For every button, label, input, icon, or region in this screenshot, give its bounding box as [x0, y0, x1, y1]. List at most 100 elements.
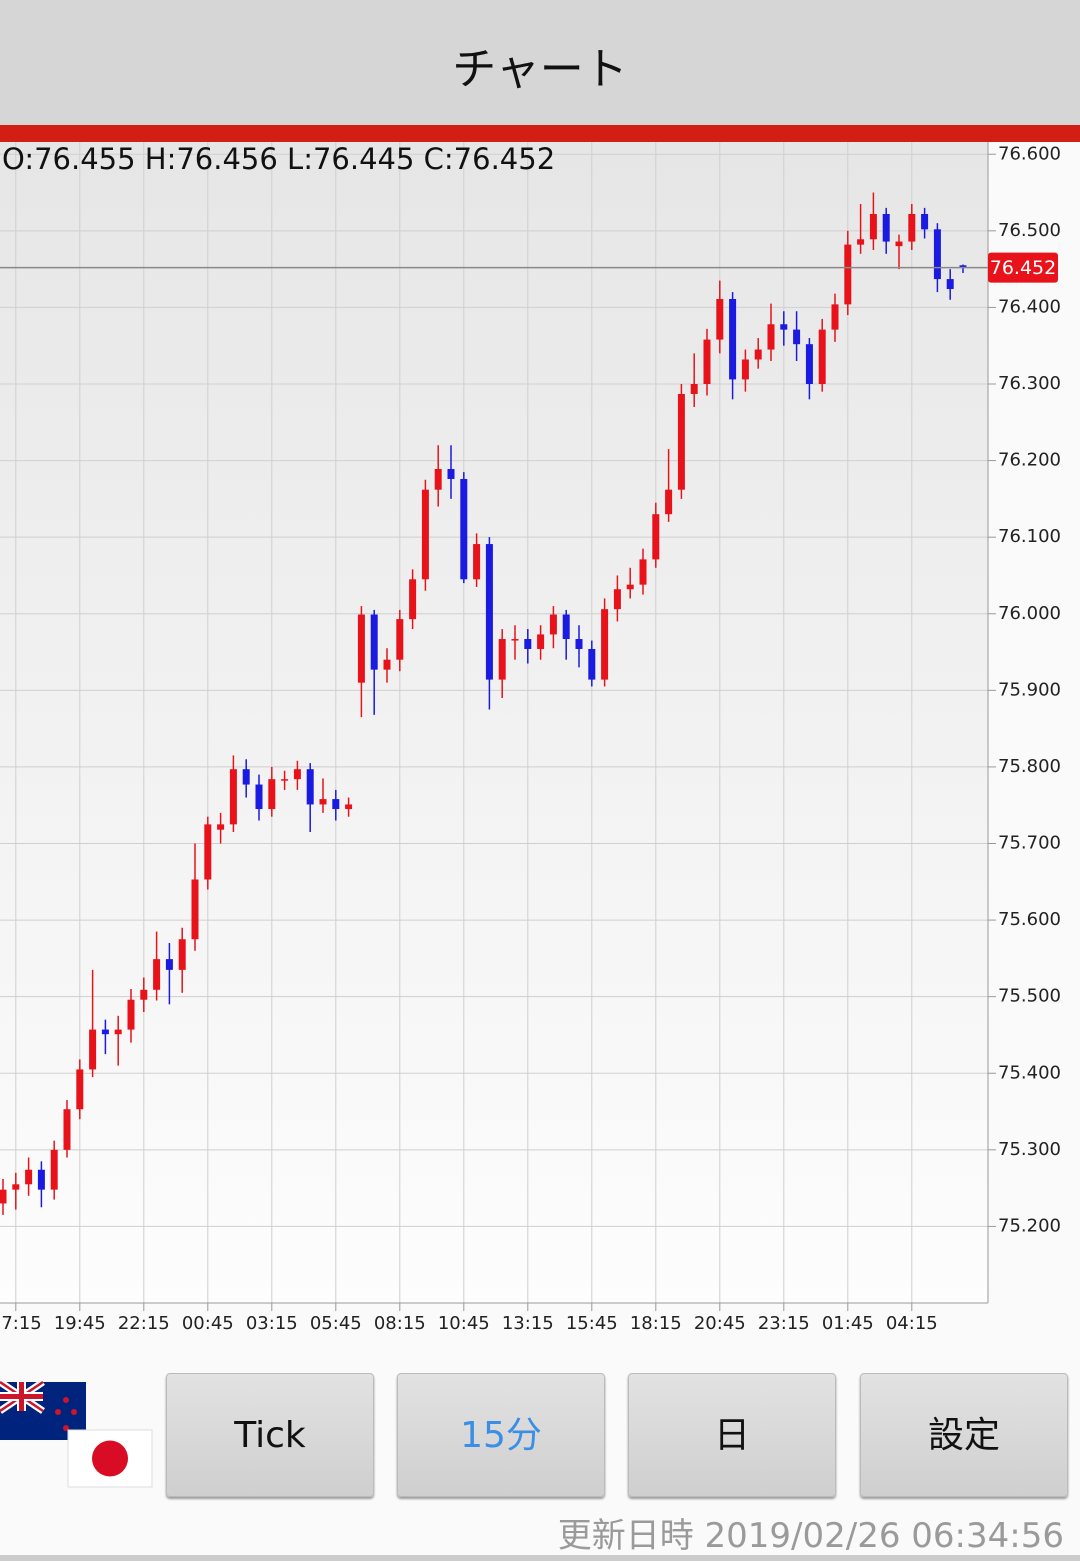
candle-body: [652, 514, 660, 560]
tick-button[interactable]: Tick: [166, 1373, 374, 1497]
y-tick-label: 76.000: [998, 603, 1061, 624]
ohlc-readout: O:76.455 H:76.456 L:76.445 C:76.452: [2, 142, 555, 176]
candle-body: [357, 614, 365, 683]
x-tick-label: 10:45: [438, 1313, 490, 1334]
candle-body: [178, 939, 186, 970]
candle-body: [306, 769, 314, 805]
y-tick-label: 76.500: [998, 220, 1061, 241]
candle-body: [242, 769, 250, 785]
candle-body: [665, 489, 673, 515]
candle-body: [498, 639, 506, 680]
candle-body: [153, 959, 161, 990]
candle-body: [908, 213, 916, 242]
y-tick-label: 76.300: [998, 373, 1061, 394]
candle-body: [946, 279, 954, 290]
candle-body: [25, 1169, 33, 1185]
plot-background: [0, 142, 988, 1303]
y-tick-label: 75.500: [998, 986, 1061, 1007]
y-tick-label: 76.400: [998, 296, 1061, 317]
candle-body: [844, 244, 852, 305]
candle-body: [165, 959, 173, 970]
candle-body: [37, 1169, 45, 1190]
candle-body: [780, 324, 788, 330]
15min-button[interactable]: 15分: [397, 1373, 605, 1497]
chart: O:76.455 H:76.456 L:76.445 C:76.452 75.2…: [0, 142, 1061, 1334]
x-tick-label: 03:15: [246, 1313, 298, 1334]
candle-body: [447, 469, 455, 479]
x-tick-label: 15:45: [566, 1313, 618, 1334]
candle-body: [345, 804, 353, 810]
day-button[interactable]: 日: [628, 1373, 836, 1497]
candle-body: [690, 384, 698, 394]
settings-button[interactable]: 設定: [860, 1373, 1068, 1497]
candle-body: [191, 879, 199, 940]
x-tick-label: 01:45: [822, 1313, 874, 1334]
current-price-box: [988, 252, 1058, 283]
y-tick-label: 75.400: [998, 1062, 1061, 1083]
candle-body: [613, 589, 621, 610]
x-tick-label: 08:15: [374, 1313, 426, 1334]
x-tick-label: 04:15: [886, 1313, 938, 1334]
candle-body: [319, 799, 327, 805]
candle-body: [293, 769, 301, 780]
candle-body: [729, 298, 737, 380]
y-tick-label: 76.600: [998, 143, 1061, 164]
candle-body: [0, 1189, 7, 1204]
candle-body: [933, 229, 941, 280]
candle-body: [281, 779, 289, 781]
candle-body: [460, 478, 468, 580]
candle-body: [921, 213, 929, 230]
candle-body: [89, 1029, 97, 1070]
candle-body: [473, 544, 481, 580]
y-tick-label: 75.700: [998, 833, 1061, 854]
candle-body: [754, 349, 762, 360]
candle-body: [741, 359, 749, 380]
y-tick-label: 76.100: [998, 526, 1061, 547]
candle-body: [895, 241, 903, 247]
y-tick-label: 75.800: [998, 756, 1061, 777]
candle-body: [50, 1149, 58, 1190]
candle-body: [524, 639, 532, 649]
candle-body: [101, 1029, 109, 1035]
candle-body: [229, 769, 237, 825]
candle-body: [537, 634, 545, 649]
candle-body: [716, 298, 724, 340]
candle-body: [562, 614, 570, 640]
candle-body: [601, 609, 609, 680]
candle-body: [857, 239, 865, 245]
candle-body: [639, 559, 647, 585]
candle-body: [434, 469, 442, 490]
candle-body: [818, 329, 826, 385]
candle-body: [76, 1069, 84, 1110]
divider: [0, 1555, 1080, 1561]
title: チャート: [452, 44, 628, 95]
candle-body: [383, 659, 391, 670]
candle-body: [959, 265, 967, 268]
y-tick-label: 75.300: [998, 1139, 1061, 1160]
candle-body: [882, 213, 890, 242]
candle-body: [869, 213, 877, 240]
x-tick-label: 13:15: [502, 1313, 554, 1334]
update-time: 更新日時 2019/02/26 06:34:56: [557, 1516, 1064, 1556]
x-tick-label: 23:15: [758, 1313, 810, 1334]
x-tick-label: 18:15: [630, 1313, 682, 1334]
x-tick-label: 20:45: [694, 1313, 746, 1334]
candle-body: [370, 614, 378, 670]
candle-body: [332, 799, 340, 810]
candle-body: [421, 489, 429, 580]
candle-body: [767, 324, 775, 350]
candle-body: [217, 824, 225, 830]
candle-body: [409, 579, 417, 620]
title-bar: チャート: [0, 0, 1080, 125]
candle-body: [575, 639, 583, 649]
candle-body: [588, 648, 596, 680]
candle-body: [268, 779, 276, 810]
candle-body: [12, 1184, 20, 1190]
currency-flags: [0, 1380, 153, 1488]
candle-body: [626, 584, 634, 590]
x-tick-label: 17:15: [0, 1313, 42, 1334]
y-tick-label: 75.600: [998, 909, 1061, 930]
candle-body: [140, 989, 148, 1000]
candle-body: [677, 393, 685, 490]
